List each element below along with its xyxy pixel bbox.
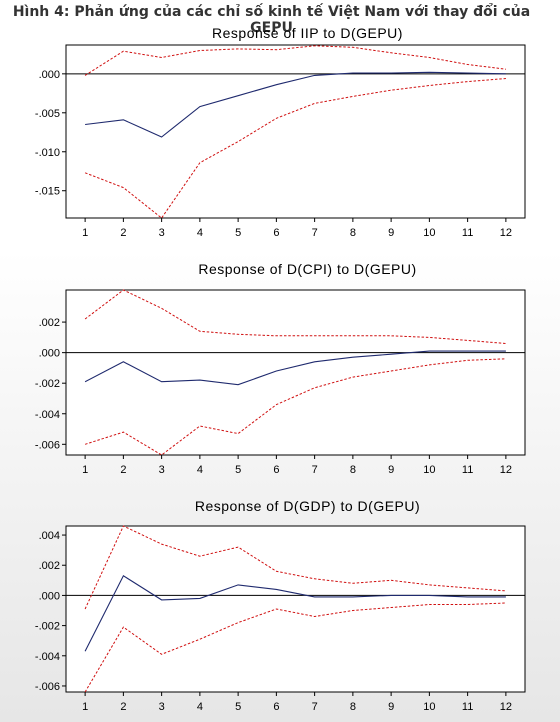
y-tick-label: -.005 (35, 108, 60, 120)
chart-panel-1: Response of IIP to D(GEPU) .000 -.005 -.010… (35, 25, 526, 239)
x-tick-label: 10 (423, 464, 435, 476)
x-tick-label: 4 (197, 701, 203, 713)
x-tick-label: 10 (423, 227, 435, 239)
panel-title: Response of D(GDP) to D(GEPU) (195, 498, 420, 514)
chart-panel-2: Response of D(CPI) to D(GEPU) .002 .000 -.0… (35, 261, 526, 476)
confidence-band-upper (84, 45, 506, 76)
plot-frame (65, 525, 526, 693)
x-tick-label: 8 (350, 227, 356, 239)
x-tick-label: 3 (159, 227, 165, 239)
y-tick-label: .002 (39, 560, 60, 572)
x-tick-label: 9 (388, 464, 394, 476)
y-tick-label: -.004 (35, 651, 60, 663)
response-line (84, 575, 506, 652)
response-line (85, 71, 506, 138)
confidence-band-upper (84, 525, 506, 610)
x-tick-label: 10 (423, 701, 435, 713)
x-tick-label: 6 (273, 701, 279, 713)
y-tick-label: .000 (39, 69, 60, 81)
plot-frame (65, 44, 526, 219)
x-tick-label: 7 (312, 227, 318, 239)
x-tick-label: 7 (312, 464, 318, 476)
x-tick-label: 8 (350, 464, 356, 476)
x-tick-label: 12 (500, 227, 512, 239)
y-tick-label: -.004 (35, 409, 60, 421)
panel-title: Response of IIP to D(GEPU) (212, 25, 403, 41)
y-tick-label: -.006 (35, 439, 60, 451)
figure-title: Hình 4: Phản ứng của các chỉ số kinh tế … (12, 4, 531, 36)
y-tick-label: .002 (39, 317, 60, 329)
y-tick-label: -.010 (35, 147, 60, 159)
y-tick-label: .000 (39, 348, 60, 360)
panel-title: Response of D(CPI) to D(GEPU) (198, 261, 416, 277)
chart-panel-3: Response of D(GDP) to D(GEPU) .004 .002 .00… (35, 498, 526, 713)
x-tick-label: 1 (82, 227, 88, 239)
confidence-band-lower (84, 358, 506, 456)
y-tick-label: .004 (39, 530, 60, 542)
y-tick-label: -.015 (35, 186, 60, 198)
x-tick-label: 9 (388, 227, 394, 239)
x-tick-label: 5 (235, 701, 241, 713)
x-tick-label: 2 (120, 227, 126, 239)
x-tick-label: 5 (235, 464, 241, 476)
x-tick-label: 2 (120, 464, 126, 476)
y-tick-label: -.002 (35, 621, 60, 633)
x-tick-label: 5 (235, 227, 241, 239)
x-tick-label: 6 (273, 464, 279, 476)
x-tick-label: 11 (462, 464, 473, 476)
y-tick-label: -.002 (35, 378, 60, 390)
x-tick-label: 7 (312, 701, 318, 713)
x-tick-label: 3 (159, 464, 165, 476)
y-tick-label: -.006 (35, 681, 60, 693)
x-tick-label: 1 (82, 464, 88, 476)
x-tick-label: 12 (500, 701, 512, 713)
response-line (84, 350, 506, 386)
x-tick-label: 8 (350, 701, 356, 713)
y-tick-label: .000 (39, 590, 60, 602)
x-tick-label: 4 (197, 227, 203, 239)
x-tick-label: 1 (82, 701, 88, 713)
x-tick-label: 11 (462, 227, 473, 239)
x-tick-label: 3 (159, 701, 165, 713)
x-tick-label: 12 (500, 464, 512, 476)
x-tick-label: 6 (273, 227, 279, 239)
x-tick-label: 4 (197, 464, 203, 476)
confidence-band-lower (84, 602, 506, 693)
x-tick-label: 11 (462, 701, 473, 713)
confidence-band-upper (84, 289, 506, 344)
x-tick-label: 2 (120, 701, 126, 713)
x-tick-label: 9 (388, 701, 394, 713)
plot-frame (65, 289, 526, 456)
confidence-band-lower (84, 78, 506, 219)
